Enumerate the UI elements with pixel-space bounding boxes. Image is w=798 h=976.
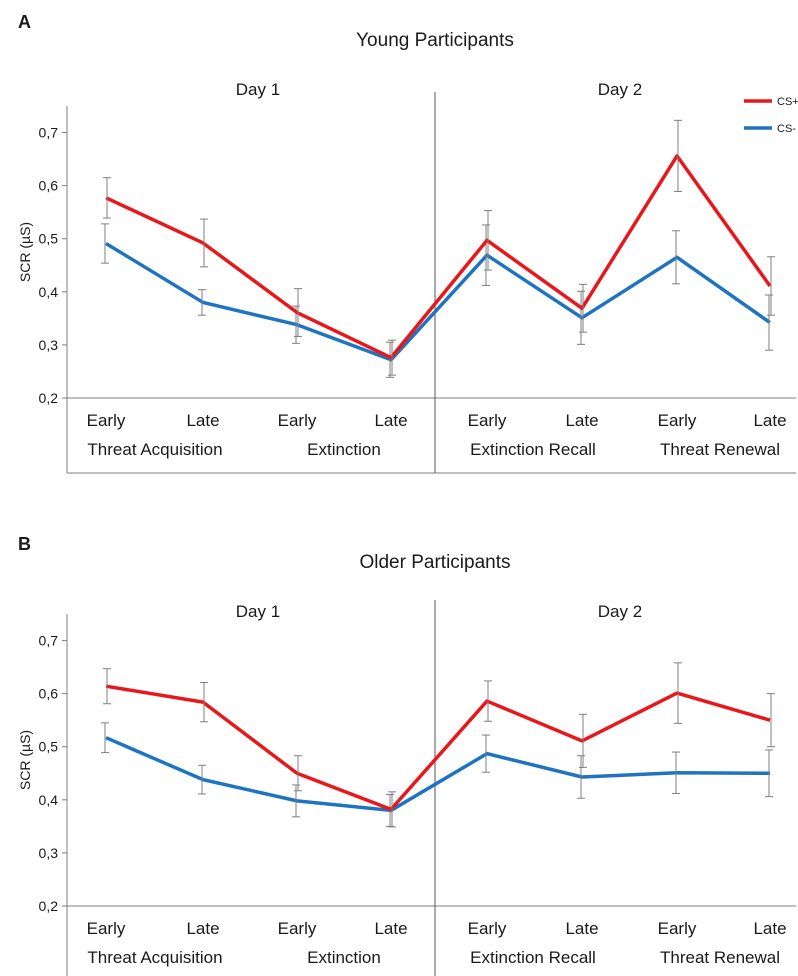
phase-label: Threat Renewal (660, 440, 780, 459)
chart-title: Older Participants (359, 552, 510, 573)
x-tick-label: Early (658, 919, 697, 938)
legend: CS+ CS- (744, 96, 798, 135)
day-label-2: Day 2 (598, 80, 642, 99)
x-tick-label: Late (565, 411, 598, 430)
y-tick-label: 0,2 (39, 898, 59, 914)
x-tick-label: Late (374, 411, 407, 430)
x-tick-label: Early (278, 919, 317, 938)
y-tick-label: 0,2 (39, 390, 59, 406)
phase-label: Threat Acquisition (87, 440, 222, 459)
x-tick-label: Early (658, 411, 697, 430)
y-tick-label: 0,5 (39, 739, 59, 755)
x-tick-label: Late (753, 919, 786, 938)
phase-label: Extinction (307, 948, 381, 967)
x-tick-label: Early (87, 411, 126, 430)
panel-letter: A (18, 12, 31, 32)
y-axis-label: SCR (µS) (17, 222, 33, 282)
x-tick-label: Late (186, 919, 219, 938)
y-tick-label: 0,7 (39, 633, 59, 649)
y-axis-label: SCR (µS) (17, 730, 33, 790)
legend-label-cs-minus: CS- (777, 123, 796, 135)
x-tick-label: Late (374, 919, 407, 938)
series-line-cs-plus (106, 686, 770, 809)
x-tick-label: Early (278, 411, 317, 430)
y-tick-label: 0,4 (39, 792, 59, 808)
x-tick-label: Early (87, 919, 126, 938)
series-line-cs-plus (106, 156, 770, 358)
x-tick-label: Early (468, 919, 507, 938)
chart-panel-b: B Older Participants Day 1 Day 2 SCR (µS) 0,2… (17, 534, 796, 976)
x-tick-label: Late (565, 919, 598, 938)
y-tick-label: 0,6 (39, 686, 59, 702)
legend-label-cs-plus: CS+ (777, 96, 798, 108)
y-tick-label: 0,6 (39, 178, 59, 194)
phase-label: Threat Acquisition (87, 948, 222, 967)
phase-label: Extinction (307, 440, 381, 459)
x-tick-label: Late (753, 411, 786, 430)
day-label-1: Day 1 (236, 80, 280, 99)
chart-panel-a: A Young Participants Day 1 Day 2 SCR (µS) 0,2… (17, 12, 798, 473)
y-tick-label: 0,3 (39, 337, 59, 353)
y-tick-label: 0,5 (39, 231, 59, 247)
phase-label: Threat Renewal (660, 948, 780, 967)
series-line-cs-minus (106, 738, 770, 811)
chart-title: Young Participants (356, 30, 514, 51)
day-label-1: Day 1 (236, 602, 280, 621)
y-tick-label: 0,7 (39, 125, 59, 141)
y-tick-label: 0,4 (39, 284, 59, 300)
y-tick-label: 0,3 (39, 845, 59, 861)
x-tick-label: Late (186, 411, 219, 430)
phase-label: Extinction Recall (470, 948, 596, 967)
day-label-2: Day 2 (598, 602, 642, 621)
panel-letter: B (18, 534, 31, 554)
x-tick-label: Early (468, 411, 507, 430)
phase-label: Extinction Recall (470, 440, 596, 459)
